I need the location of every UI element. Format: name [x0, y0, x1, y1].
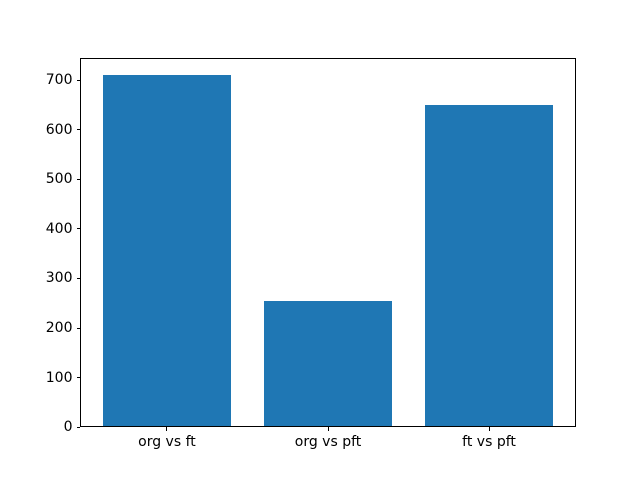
- y-tick-label: 600: [45, 121, 73, 138]
- y-tick-mark: [76, 327, 80, 329]
- y-tick-label: 200: [45, 320, 73, 337]
- x-tick-mark: [327, 427, 329, 431]
- bar: [424, 104, 554, 428]
- x-tick-mark: [166, 427, 168, 431]
- x-tick-label: org vs pft: [294, 433, 362, 450]
- y-tick-mark: [76, 277, 80, 279]
- y-tick-label: 400: [45, 220, 73, 237]
- y-tick-mark: [76, 178, 80, 180]
- y-tick-mark: [76, 228, 80, 230]
- x-tick-mark: [488, 427, 490, 431]
- plot-area: [80, 57, 576, 428]
- y-tick-label: 300: [45, 270, 73, 287]
- axes-spine-left: [80, 57, 81, 428]
- y-tick-label: 700: [45, 72, 73, 89]
- y-tick-label: 0: [63, 419, 73, 436]
- axes-spine-bottom: [80, 426, 576, 428]
- bar: [102, 75, 232, 428]
- y-tick-label: 100: [45, 369, 73, 386]
- y-tick-mark: [76, 79, 80, 81]
- axes-spine-right: [575, 57, 576, 428]
- y-tick-label: 500: [45, 171, 73, 188]
- y-tick-mark: [76, 129, 80, 131]
- axes-spine-top: [80, 57, 576, 59]
- y-tick-mark: [76, 377, 80, 379]
- bar: [263, 300, 393, 428]
- y-tick-mark: [76, 426, 80, 428]
- x-tick-label: ft vs pft: [462, 433, 516, 450]
- x-tick-label: org vs ft: [138, 433, 196, 450]
